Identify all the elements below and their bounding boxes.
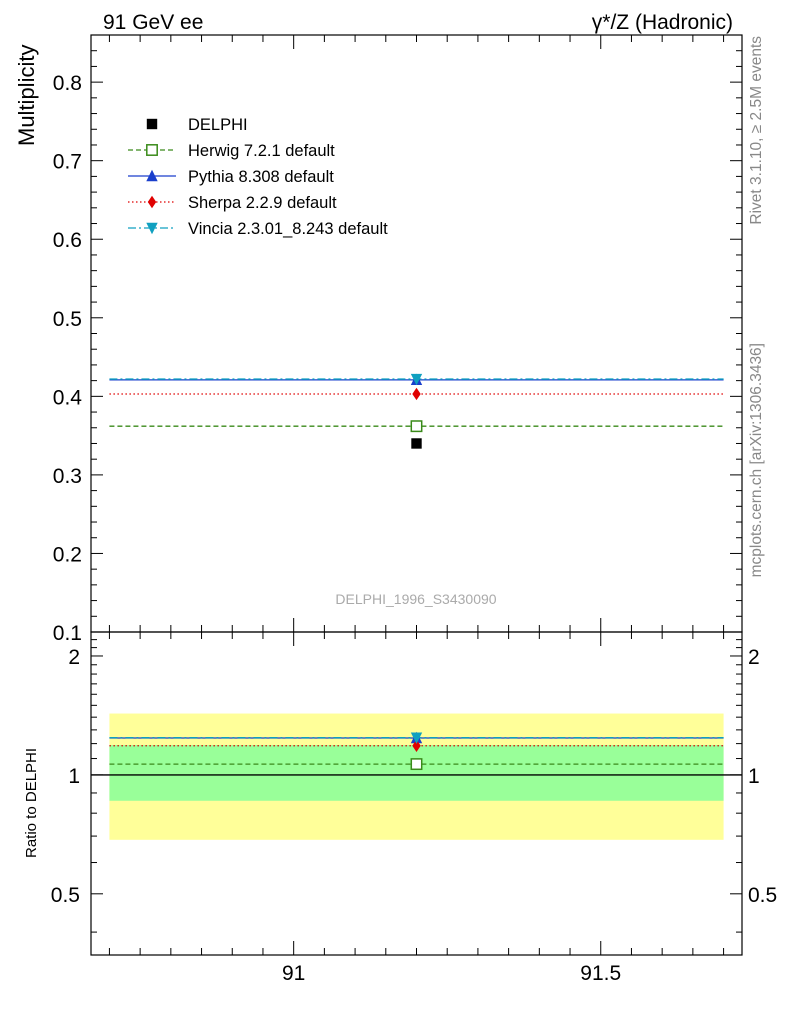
legend: DELPHI Herwig 7.2.1 default Pythia 8.308 d… — [128, 116, 388, 238]
ratio-y-tick-label: 2 — [68, 646, 80, 669]
rivet-label: Rivet 3.1.10, ≥ 2.5M events — [748, 36, 765, 225]
ratio-y-tick-label-right: 0.5 — [748, 884, 777, 907]
ratio-y-tick-label: 1 — [68, 765, 80, 788]
left-title: 91 GeV ee — [103, 11, 203, 34]
x-tick-label: 91 — [282, 962, 305, 985]
legend-label-2: Pythia 8.308 default — [188, 168, 334, 186]
ratio-band-1 — [109, 745, 724, 801]
ratio-y-tick-label-right: 1 — [748, 765, 760, 788]
legend-marker-1 — [146, 144, 158, 156]
ratio-ylabel: Ratio to DELPHI — [23, 748, 40, 858]
main-panel: 0.1 0.2 0.3 0.4 0.5 0.6 0.7 0.8 DELPHI Herwig 7.… — [53, 34, 743, 645]
legend-marker-3 — [147, 195, 157, 209]
ratio-y-tick-label: 0.5 — [51, 884, 80, 907]
y-tick-label: 0.4 — [53, 386, 83, 409]
y-tick-label: 0.5 — [53, 308, 82, 331]
y-tick-label: 0.1 — [53, 622, 82, 645]
ratio-frame — [90, 631, 743, 956]
main-ylabel: Multiplicity — [14, 45, 39, 146]
right-title: γ*/Z (Hadronic) — [592, 11, 733, 34]
series-marker-0 — [410, 420, 423, 433]
y-tick-label: 0.6 — [53, 229, 82, 252]
legend-label-4: Vincia 2.3.01_8.243 default — [188, 220, 388, 238]
series-marker-2 — [412, 387, 421, 401]
legend-label-1: Herwig 7.2.1 default — [188, 142, 335, 160]
legend-label-3: Sherpa 2.2.9 default — [188, 194, 337, 212]
y-tick-label: 0.8 — [53, 72, 82, 95]
ratio-y-tick-label-right: 2 — [748, 646, 760, 669]
ratio-marker-2 — [412, 739, 421, 752]
x-tick-label: 91.5 — [580, 962, 621, 985]
watermark: DELPHI_1996_S3430090 — [335, 591, 496, 607]
legend-marker-0 — [146, 118, 158, 130]
legend-marker-2 — [146, 169, 158, 182]
ratio-marker-0 — [410, 758, 423, 771]
legend-label-0: DELPHI — [188, 116, 248, 134]
ratio-panel: 0.5 0.5 1 1 2 2 91 91.5 — [51, 631, 777, 985]
series-marker-3 — [410, 373, 423, 386]
y-tick-label: 0.7 — [53, 151, 82, 174]
y-tick-label: 0.3 — [53, 465, 82, 488]
y-tick-label: 0.2 — [53, 543, 82, 566]
mcplots-label: mcplots.cern.ch [arXiv:1306.3436] — [748, 343, 765, 577]
data-point-delphi — [411, 438, 422, 449]
legend-marker-4 — [146, 222, 158, 235]
ratio-marker-3 — [410, 732, 423, 744]
